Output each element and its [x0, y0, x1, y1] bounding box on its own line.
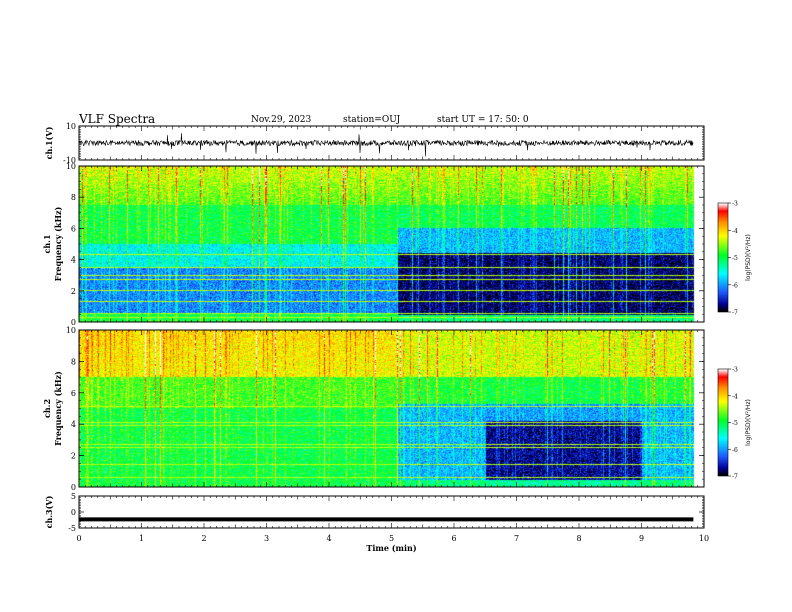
- x-tick-label: 0: [76, 534, 81, 543]
- ch1-colorbar-tick-label: -4: [732, 228, 738, 235]
- start-time-label: start UT = 17: 50: 0: [437, 115, 529, 125]
- ch1-spec-ytick-label: 8: [71, 193, 76, 202]
- ch1-colorbar-tick-label: -6: [732, 282, 738, 289]
- ch1-wave-ytick-label: 10: [66, 122, 76, 131]
- ch2-colorbar-tick-label: -3: [732, 367, 738, 374]
- ch2-colorbar: [718, 369, 728, 476]
- ch1-colorbar-tick-label: -7: [732, 310, 738, 317]
- ch1-spec-ytick-label: 4: [71, 256, 76, 265]
- ch2-colorbar-tick-label: -6: [732, 447, 738, 454]
- chart-title: VLF Spectra: [79, 112, 156, 126]
- ch1-colorbar-label: log(PSD)(V²/Hz): [745, 234, 752, 281]
- ch1-spec-ylabel-freq: Frequency (kHz): [53, 206, 63, 281]
- ch2-spec-ytick-label: 4: [71, 420, 76, 429]
- ch2-colorbar-label: log(PSD)(V²/Hz): [745, 399, 752, 446]
- ch2-spec-ytick-label: 10: [66, 326, 76, 335]
- ch1-colorbar-tick-label: -3: [732, 201, 738, 208]
- ch2-colorbar-tick-label: -4: [732, 393, 738, 400]
- ch1-waveform-trace: [78, 133, 694, 157]
- ch1-spec-ylabel-ch: ch.1: [42, 234, 52, 253]
- x-tick-label: 10: [699, 534, 709, 543]
- ch2-spectrogram-image: [79, 330, 704, 487]
- x-tick-label: 9: [639, 534, 644, 543]
- ch3-wave-ytick-label: 0: [71, 508, 76, 517]
- x-tick-label: 4: [326, 534, 331, 543]
- ch2-spec-ytick-label: 2: [71, 452, 76, 461]
- ch1-spec-ytick-label: 2: [71, 287, 76, 296]
- ch1-spec-ytick-label: 10: [66, 162, 76, 171]
- ch2-colorbar-tick-label: -5: [732, 420, 738, 427]
- ch2-spec-ylabel-freq: Frequency (kHz): [53, 371, 63, 446]
- ch3-wave-ylabel: ch.3(V): [44, 495, 54, 528]
- ch2-colorbar-tick-label: -7: [732, 474, 738, 481]
- date-label: Nov.29, 2023: [251, 115, 312, 125]
- x-tick-label: 7: [514, 534, 519, 543]
- x-tick-label: 8: [576, 534, 581, 543]
- ch2-spec-ytick-label: 6: [71, 389, 76, 398]
- x-tick-label: 5: [389, 534, 394, 543]
- ch1-wave-ylabel: ch.1(V): [44, 126, 54, 159]
- ch1-colorbar: [718, 203, 728, 312]
- x-tick-label: 2: [201, 534, 206, 543]
- x-tick-label: 6: [451, 534, 456, 543]
- ch3-wave-ytick-label: -5: [68, 524, 76, 533]
- x-tick-label: 1: [139, 534, 144, 543]
- ch1-colorbar-tick-label: -5: [732, 255, 738, 262]
- ch2-spec-ylabel-ch: ch.2: [42, 399, 52, 418]
- station-label: station=OUJ: [343, 115, 401, 125]
- ch1-wave-ytick-label: -10: [63, 156, 76, 165]
- ch1-spec-ytick-label: 6: [71, 224, 76, 233]
- x-axis-label: Time (min): [366, 543, 416, 553]
- ch1-spectrogram-image: [79, 166, 704, 322]
- ch2-spec-ytick-label: 0: [71, 483, 76, 492]
- ch2-spec-ytick-label: 8: [71, 357, 76, 366]
- x-tick-label: 3: [264, 534, 269, 543]
- ch1-spec-ytick-label: 0: [71, 318, 76, 327]
- ch3-wave-ytick-label: 5: [71, 492, 76, 501]
